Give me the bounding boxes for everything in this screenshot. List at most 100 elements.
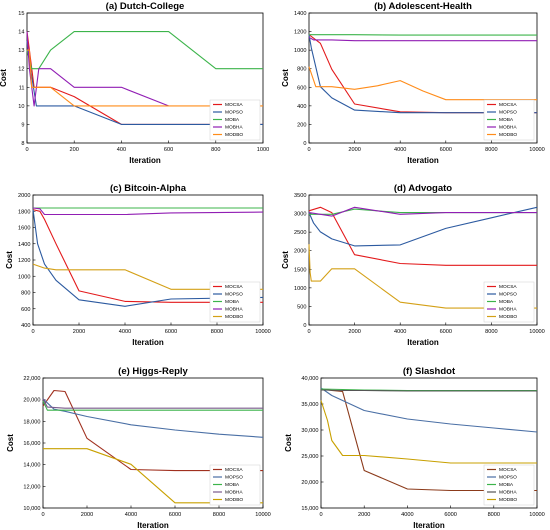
legend-entry: MOCSA	[499, 467, 517, 473]
x-axis-label: Iteration	[132, 338, 164, 347]
x-tick-label: 400	[117, 147, 126, 153]
y-tick-label: 20,000	[301, 480, 318, 486]
x-tick-label: 0	[41, 512, 44, 518]
y-tick-label: 1400	[294, 11, 306, 17]
y-tick-label: 30,000	[301, 428, 318, 434]
chart-title: (c) Bitcoin-Alpha	[110, 183, 187, 194]
y-tick-label: 15	[18, 11, 24, 17]
x-tick-label: 2000	[348, 329, 360, 335]
x-tick-label: 10000	[529, 147, 545, 153]
x-tick-label: 1000	[257, 147, 269, 153]
x-tick-label: 6000	[444, 512, 456, 518]
y-tick-label: 800	[21, 291, 30, 297]
x-axis-label: Iteration	[137, 521, 169, 530]
legend-entry: MOPSO	[499, 292, 517, 298]
legend-entry: MODBO	[225, 132, 243, 138]
legend-entry: MODBO	[499, 314, 517, 320]
series-line-mobha	[26, 31, 169, 107]
y-tick-label: 2000	[18, 193, 30, 199]
legend-entry: MOPSO	[225, 475, 243, 481]
y-tick-label: 0	[303, 141, 306, 147]
legend-entry: MOBHA	[499, 307, 517, 313]
series-line-mopso	[308, 34, 537, 114]
x-tick-label: 600	[164, 147, 173, 153]
y-tick-label: 400	[297, 104, 306, 110]
x-axis-label: Iteration	[413, 521, 445, 530]
legend-entry: MOPSO	[499, 110, 517, 116]
y-tick-label: 20,000	[23, 398, 40, 404]
series-line-mobha	[308, 206, 537, 217]
series-line-mobha	[308, 36, 537, 42]
x-tick-label: 8000	[485, 329, 497, 335]
legend-entry: MOBA	[499, 482, 514, 488]
x-tick-label: 6000	[169, 512, 181, 518]
y-axis-label: Cost	[284, 434, 293, 452]
series-line-mobha	[320, 389, 537, 392]
x-tick-label: 4000	[119, 329, 131, 335]
x-tick-label: 6000	[165, 329, 177, 335]
chart-title: (b) Adolescent-Health	[374, 1, 472, 12]
x-tick-label: 0	[319, 512, 322, 518]
y-tick-label: 12,000	[23, 484, 40, 490]
x-tick-label: 8000	[211, 329, 223, 335]
x-tick-label: 4000	[125, 512, 137, 518]
y-axis-label: Cost	[5, 251, 14, 269]
x-tick-label: 10000	[529, 512, 545, 518]
y-tick-label: 8	[21, 141, 24, 147]
legend-entry: MODBO	[225, 314, 243, 320]
legend-entry: MOPSO	[225, 292, 243, 298]
y-tick-label: 200	[297, 122, 306, 128]
y-tick-label: 600	[297, 85, 306, 91]
x-tick-label: 10000	[255, 329, 271, 335]
subplot-0: (a) Dutch-College 0 200 400 600 800 1000 8 9 10 11…	[0, 1, 269, 165]
series-line-modbo	[308, 244, 537, 309]
y-tick-label: 12	[18, 67, 24, 73]
subplot-3: (d) Advogato 0 2000 4000 6000 8000 10000 0 500 10…	[281, 183, 545, 347]
y-tick-label: 35,000	[301, 402, 318, 408]
legend-entry: MOCSA	[225, 102, 243, 108]
y-tick-label: 9	[21, 122, 24, 128]
y-axis-label: Cost	[281, 251, 290, 269]
series-line-mocsa	[32, 209, 263, 303]
y-tick-label: 18,000	[23, 419, 40, 425]
y-tick-label: 0	[303, 323, 306, 329]
x-tick-label: 2000	[73, 329, 85, 335]
legend-entry: MODBO	[225, 497, 243, 503]
y-tick-label: 2000	[294, 249, 306, 255]
y-tick-label: 40,000	[301, 376, 318, 382]
x-tick-label: 200	[70, 147, 79, 153]
series-line-mobha	[42, 398, 263, 409]
legend-entry: MOBHA	[225, 125, 243, 131]
x-tick-label: 10000	[255, 512, 271, 518]
chart-title: (d) Advogato	[394, 183, 452, 194]
y-tick-label: 14	[18, 30, 24, 36]
series-line-mobha	[32, 207, 264, 216]
y-tick-label: 2500	[294, 230, 306, 236]
chart-title: (e) Higgs-Reply	[118, 366, 188, 377]
y-tick-label: 1600	[18, 226, 30, 232]
y-tick-label: 10,000	[23, 506, 40, 512]
series-line-modbo	[308, 66, 537, 101]
legend-entry: MOCSA	[225, 284, 243, 290]
legend-entry: MOBA	[225, 299, 240, 305]
x-tick-label: 800	[211, 147, 220, 153]
y-tick-label: 3000	[294, 212, 306, 218]
subplot-5: (f) Slashdot 0 2000 4000 6000 8000 10000 15,000…	[284, 366, 545, 530]
y-tick-label: 14,000	[23, 463, 40, 469]
y-tick-label: 10	[18, 104, 24, 110]
y-tick-label: 600	[21, 307, 30, 313]
x-tick-label: 4000	[394, 147, 406, 153]
x-tick-label: 2000	[348, 147, 360, 153]
y-tick-label: 11	[19, 85, 25, 91]
x-tick-label: 8000	[485, 147, 497, 153]
y-axis-label: Cost	[0, 69, 8, 87]
x-tick-label: 8000	[488, 512, 500, 518]
x-tick-label: 2000	[358, 512, 370, 518]
x-tick-label: 0	[307, 329, 310, 335]
y-tick-label: 3500	[294, 193, 306, 199]
